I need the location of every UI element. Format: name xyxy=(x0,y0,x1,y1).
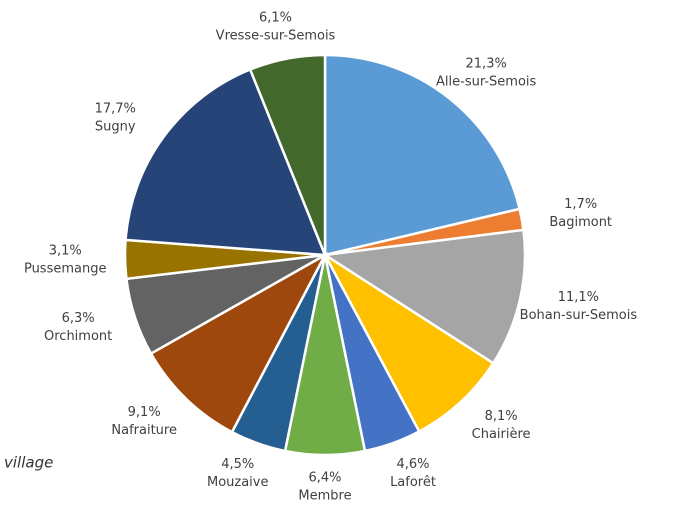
slice-value-label: 1,7% xyxy=(564,197,597,212)
pie-slice xyxy=(321,228,527,365)
slice-value-label: 9,1% xyxy=(128,405,161,420)
slice-value-label: 11,1% xyxy=(558,290,599,305)
pie-slice xyxy=(248,53,327,256)
slice-category-label: Pussemange xyxy=(24,262,107,277)
slice-value-label: 6,1% xyxy=(259,11,292,26)
slice-category-label: Chairière xyxy=(472,427,531,442)
slice-category-label: Alle-sur-Semois xyxy=(436,75,537,90)
slice-value-label: 6,4% xyxy=(308,471,341,486)
slice-category-label: Sugny xyxy=(95,120,136,135)
pie-slice xyxy=(321,251,495,434)
slice-value-label: 17,7% xyxy=(95,102,136,117)
slice-value-label: 4,6% xyxy=(397,457,430,472)
slice-category-label: Mouzaive xyxy=(207,475,269,490)
slice-category-label: Laforêt xyxy=(390,475,436,490)
slice-value-label: 3,1% xyxy=(49,244,82,259)
slice-value-label: 8,1% xyxy=(485,409,518,424)
caption: village xyxy=(4,454,53,472)
slice-category-label: Vresse-sur-Semois xyxy=(216,29,336,44)
pie-slice xyxy=(323,53,522,257)
slice-value-label: 6,3% xyxy=(62,311,95,326)
slice-category-label: Orchimont xyxy=(44,329,112,344)
slice-value-label: 4,5% xyxy=(221,457,254,472)
pie-slice xyxy=(124,67,327,257)
slice-category-label: Bohan-sur-Semois xyxy=(520,308,638,323)
slice-value-label: 21,3% xyxy=(466,57,507,72)
slice-category-label: Bagimont xyxy=(549,215,612,230)
slice-category-label: Nafraiture xyxy=(111,423,177,438)
pie-slice xyxy=(149,251,329,434)
slice-category-label: Membre xyxy=(298,489,351,504)
